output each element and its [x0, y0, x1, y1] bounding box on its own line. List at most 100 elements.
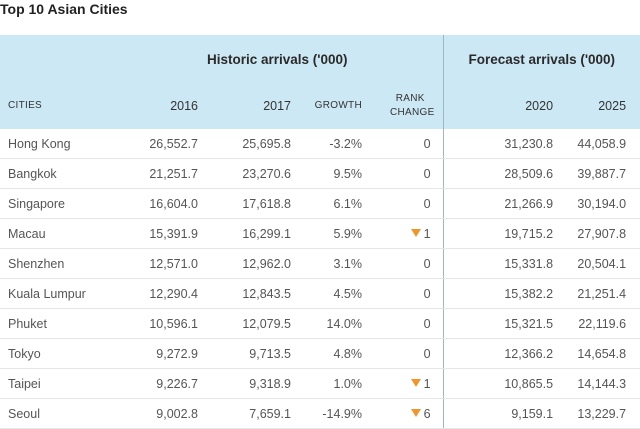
cell-2017: 12,079.5	[198, 308, 291, 339]
header-growth: GROWTH	[314, 100, 362, 111]
table-row: Bangkok 21,251.7 23,270.6 9.5% 0 28,509.6 39,8…	[0, 158, 640, 189]
table-row: Singapore 16,604.0 17,618.8 6.1% 0 21,266.9 30…	[0, 188, 640, 219]
cell-growth: 6.1%	[291, 188, 362, 219]
cell-2025: 39,887.7	[553, 158, 640, 189]
cell-growth: 5.9%	[291, 218, 362, 249]
table-row: Kuala Lumpur 12,290.4 12,843.5 4.5% 0 15,382.…	[0, 278, 640, 309]
cell-growth: -14.9%	[291, 398, 362, 429]
cell-rank-change: 0	[362, 248, 444, 279]
cell-2017: 17,618.8	[198, 188, 291, 219]
rank-change-value: 0	[423, 316, 431, 331]
table-row: Hong Kong 26,552.7 25,695.8 -3.2% 0 31,230.8 4…	[0, 129, 640, 159]
cell-city: Tokyo	[0, 338, 112, 369]
cell-2016: 9,226.7	[112, 368, 198, 399]
cell-2020: 9,159.1	[442, 398, 554, 429]
table-row: Taipei 9,226.7 9,318.9 1.0% 1 10,865.5 14,144.…	[0, 368, 640, 399]
cell-2020: 12,366.2	[442, 338, 554, 369]
header-rank-line2: CHANGE	[390, 107, 435, 118]
cell-2025: 14,144.3	[553, 368, 640, 399]
cell-rank-change: 6	[362, 398, 444, 429]
cell-2017: 23,270.6	[198, 158, 291, 189]
cell-city: Hong Kong	[0, 129, 112, 159]
header-2025: 2025	[598, 99, 627, 113]
cell-2020: 28,509.6	[442, 158, 554, 189]
cell-2016: 12,571.0	[112, 248, 198, 279]
rank-change-value: 0	[423, 256, 431, 271]
cell-2016: 16,604.0	[112, 188, 198, 219]
cell-city: Phuket	[0, 308, 112, 339]
cell-growth: 4.5%	[291, 278, 362, 309]
cell-2017: 16,299.1	[198, 218, 291, 249]
header-group-historic: Historic arrivals ('000)	[207, 51, 348, 67]
header-2017: 2017	[263, 99, 291, 113]
cell-2025: 30,194.0	[553, 188, 640, 219]
rank-down-icon	[410, 229, 421, 238]
arrivals-table-container: Historic arrivals ('000) Forecast arriva…	[0, 35, 640, 429]
cell-2017: 9,713.5	[198, 338, 291, 369]
cell-2017: 12,843.5	[198, 278, 291, 309]
table-row: Tokyo 9,272.9 9,713.5 4.8% 0 12,366.2 14,654.8	[0, 338, 640, 369]
table-row: Seoul 9,002.8 7,659.1 -14.9% 6 9,159.1 13,229.…	[0, 398, 640, 429]
cell-2025: 22,119.6	[553, 308, 640, 339]
cell-city: Taipei	[0, 368, 112, 399]
cell-city: Kuala Lumpur	[0, 278, 112, 309]
header-rank-change: RANK CHANGE	[362, 83, 443, 129]
header-label-row: CITIES 2016 2017 GROWTH RANK CHANGE 2020…	[0, 83, 640, 129]
cell-rank-change: 0	[362, 188, 444, 219]
header-group-row: Historic arrivals ('000) Forecast arriva…	[0, 35, 640, 83]
cell-growth: 14.0%	[291, 308, 362, 339]
cell-rank-change: 0	[362, 338, 444, 369]
cell-2016: 9,272.9	[112, 338, 198, 369]
header-group-spacer	[0, 35, 112, 83]
arrivals-table: Historic arrivals ('000) Forecast arriva…	[0, 35, 640, 429]
table-row: Macau 15,391.9 16,299.1 5.9% 1 19,715.2 27,907…	[0, 218, 640, 249]
header-2020: 2020	[442, 83, 554, 129]
header-2016: 2016	[170, 99, 198, 113]
header-group-forecast: Forecast arrivals ('000)	[442, 35, 640, 83]
cell-rank-change: 0	[362, 158, 444, 189]
cell-city: Singapore	[0, 188, 112, 219]
cell-growth: 3.1%	[291, 248, 362, 279]
cell-2017: 9,318.9	[198, 368, 291, 399]
rank-change-value: 6	[423, 406, 431, 421]
header-cities: CITIES	[8, 100, 43, 111]
cell-2016: 21,251.7	[112, 158, 198, 189]
cell-2017: 25,695.8	[198, 129, 291, 159]
cell-growth: 4.8%	[291, 338, 362, 369]
cell-2020: 19,715.2	[442, 218, 554, 249]
cell-2016: 10,596.1	[112, 308, 198, 339]
cell-2020: 15,382.2	[442, 278, 554, 309]
table-body: Hong Kong 26,552.7 25,695.8 -3.2% 0 31,230.8 4…	[0, 129, 640, 429]
cell-2025: 21,251.4	[553, 278, 640, 309]
cell-city: Seoul	[0, 398, 112, 429]
cell-rank-change: 1	[362, 368, 444, 399]
cell-2016: 26,552.7	[112, 129, 198, 159]
cell-rank-change: 0	[362, 278, 444, 309]
rank-down-icon	[410, 379, 421, 388]
cell-2016: 15,391.9	[112, 218, 198, 249]
cell-2025: 13,229.7	[553, 398, 640, 429]
cell-city: Bangkok	[0, 158, 112, 189]
cell-rank-change: 0	[362, 308, 444, 339]
cell-2025: 27,907.8	[553, 218, 640, 249]
cell-2016: 9,002.8	[112, 398, 198, 429]
cell-2020: 15,331.8	[442, 248, 554, 279]
cell-rank-change: 0	[362, 129, 444, 159]
cell-2025: 44,058.9	[553, 129, 640, 159]
cell-2017: 12,962.0	[198, 248, 291, 279]
table-row: Phuket 10,596.1 12,079.5 14.0% 0 15,321.5 22,1…	[0, 308, 640, 339]
rank-change-value: 0	[423, 346, 431, 361]
rank-change-value: 1	[423, 376, 431, 391]
cell-growth: 1.0%	[291, 368, 362, 399]
cell-city: Shenzhen	[0, 248, 112, 279]
cell-rank-change: 1	[362, 218, 444, 249]
rank-change-value: 0	[423, 136, 431, 151]
rank-change-value: 0	[423, 286, 431, 301]
table-title: Top 10 Asian Cities	[0, 1, 128, 17]
header-rank-line1: RANK	[395, 93, 425, 104]
cell-2025: 14,654.8	[553, 338, 640, 369]
rank-change-value: 0	[423, 166, 431, 181]
rank-change-value: 0	[423, 196, 431, 211]
cell-growth: -3.2%	[291, 129, 362, 159]
cell-2020: 21,266.9	[442, 188, 554, 219]
